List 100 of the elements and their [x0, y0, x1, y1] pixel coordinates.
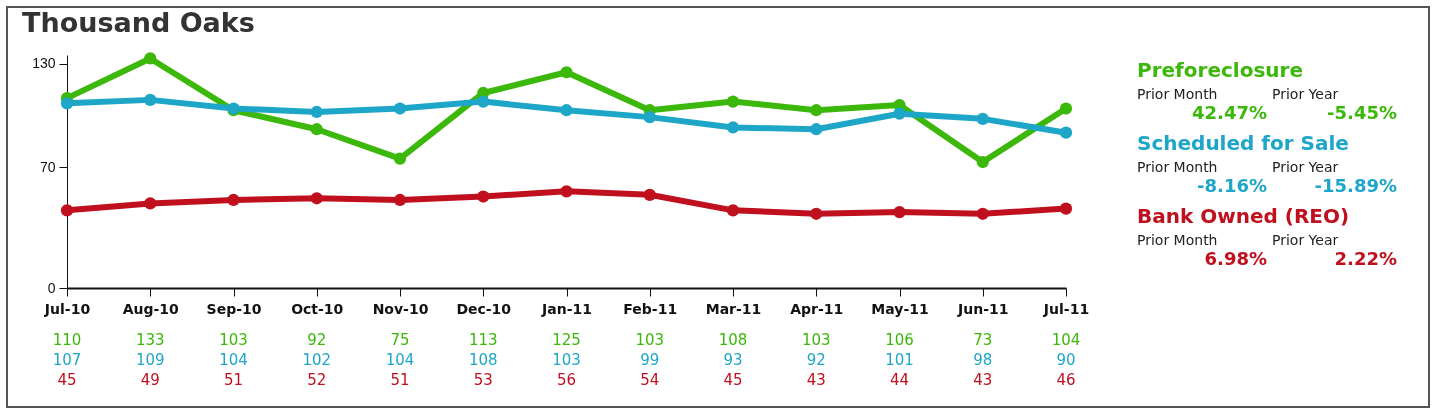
data-label: 90	[1056, 351, 1076, 369]
data-label: 133	[135, 331, 165, 349]
data-label: 125	[552, 331, 581, 349]
chart-title: Thousand Oaks	[22, 7, 255, 39]
point	[726, 95, 740, 108]
data-label: 73	[973, 331, 993, 349]
data-label: 75	[390, 331, 410, 349]
data-label: 49	[140, 371, 160, 389]
point	[144, 52, 157, 65]
text: Scheduled for Sale	[1137, 131, 1350, 155]
point	[310, 192, 323, 205]
data-label: 103	[552, 351, 581, 369]
y-tick-label: 70	[39, 158, 56, 175]
point	[1059, 126, 1073, 139]
point	[477, 190, 490, 203]
data-label: 113	[468, 331, 498, 349]
data-label: 92	[806, 351, 826, 369]
point	[393, 102, 407, 115]
x-tick-label: Mar-11	[705, 300, 762, 317]
text: -8.16%	[1196, 175, 1267, 196]
text: Prior Month	[1137, 232, 1219, 248]
point	[60, 204, 74, 217]
x-tick-label: Jan-11	[541, 300, 592, 317]
x-tick-label: Aug-10	[122, 300, 180, 317]
x-tick-label: Apr-11	[790, 300, 844, 317]
data-label: 99	[640, 351, 660, 369]
text: Preforeclosure	[1137, 58, 1304, 82]
point	[976, 112, 989, 125]
point	[810, 207, 823, 220]
text: 2.22%	[1333, 248, 1397, 269]
point	[810, 104, 823, 117]
x-tick-label: Feb-11	[623, 300, 678, 317]
data-label: 43	[806, 371, 826, 389]
data-label: 106	[885, 331, 914, 349]
point	[976, 155, 989, 169]
point	[726, 121, 740, 134]
data-label: 103	[635, 331, 665, 349]
data-label: 103	[219, 331, 248, 349]
point	[310, 123, 323, 136]
point	[144, 93, 157, 106]
point	[1059, 102, 1073, 115]
text: -5.45%	[1326, 102, 1397, 123]
data-label: 52	[307, 371, 327, 389]
data-label: 110	[52, 331, 82, 349]
text: Prior Month	[1137, 86, 1219, 102]
text: 42.47%	[1191, 102, 1267, 123]
data-label: 46	[1056, 371, 1076, 389]
data-label: 109	[135, 351, 165, 369]
text: Prior Year	[1272, 159, 1340, 175]
x-tick-label: May-11	[871, 300, 929, 317]
text: -15.89%	[1313, 175, 1397, 196]
data-label: 51	[223, 371, 244, 389]
data-label: 108	[718, 331, 748, 349]
point	[810, 123, 823, 136]
point	[477, 95, 490, 108]
data-label: 107	[52, 351, 82, 369]
data-label: 45	[723, 371, 743, 389]
data-label: 98	[973, 351, 993, 369]
point	[144, 197, 157, 210]
point	[643, 111, 656, 124]
x-tick-label: Jun-11	[957, 300, 1009, 317]
point	[560, 66, 573, 79]
data-label: 54	[640, 371, 660, 389]
text: Bank Owned (REO)	[1137, 204, 1351, 228]
point	[310, 105, 323, 119]
x-tick-label: Nov-10	[372, 300, 429, 317]
data-label: 44	[889, 371, 910, 389]
point	[1059, 202, 1073, 215]
x-tick-label: Jul-11	[1042, 300, 1090, 317]
point	[393, 152, 407, 165]
y-tick-label: 0	[47, 279, 56, 296]
x-tick-label: Dec-10	[456, 300, 512, 317]
point	[393, 193, 407, 207]
point	[60, 97, 74, 110]
data-label: 93	[723, 351, 743, 369]
point	[893, 205, 906, 219]
text: Prior Year	[1272, 86, 1340, 102]
data-label: 104	[385, 351, 415, 369]
data-label: 102	[302, 351, 332, 369]
data-label: 104	[219, 351, 248, 369]
x-tick-label: Jul-10	[43, 300, 91, 317]
data-label: 92	[307, 331, 327, 349]
point	[893, 107, 906, 120]
data-label: 53	[473, 371, 493, 389]
y-tick-label: 130	[32, 55, 56, 72]
x-tick-label: Oct-10	[291, 300, 344, 317]
data-label: 43	[973, 371, 993, 389]
text: Prior Year	[1272, 232, 1340, 248]
data-label: 108	[468, 351, 498, 369]
x-tick-label: Sep-10	[206, 300, 262, 317]
text: Prior Month	[1137, 159, 1219, 175]
point	[560, 104, 573, 117]
data-label: 103	[801, 331, 831, 349]
data-label: 51	[390, 371, 410, 389]
point	[726, 204, 740, 217]
data-label: 104	[1051, 331, 1081, 349]
data-label: 56	[556, 371, 577, 389]
point	[227, 193, 240, 207]
point	[560, 185, 573, 198]
text: 6.98%	[1203, 248, 1267, 269]
